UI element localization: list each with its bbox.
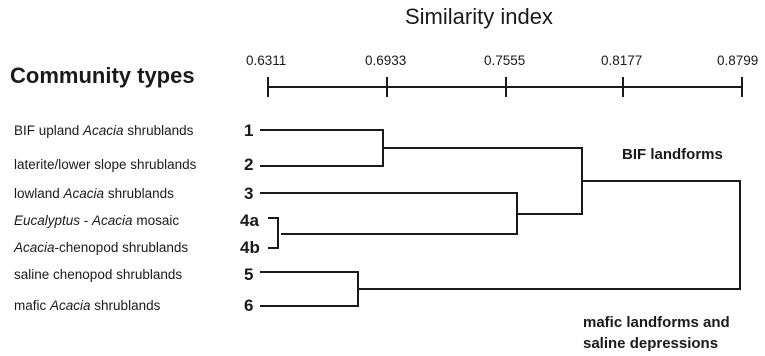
community-label-3: lowland Acacia shrublands [14, 186, 174, 201]
scale-tick-label: 0.6311 [246, 53, 287, 68]
branch-join-3-4 [260, 192, 518, 235]
label-segment: laterite/lower slope shrublands [14, 157, 197, 172]
label-segment: Eucalyptus [14, 213, 81, 228]
dendrogram-branches [260, 129, 741, 307]
community-label-4b: Acacia-chenopod shrublands [14, 240, 188, 255]
axis-title: Similarity index [405, 4, 553, 29]
branch-join-1-2 [260, 129, 384, 167]
label-segment: Acacia [92, 213, 133, 228]
scale-tick-label: 0.6933 [365, 53, 407, 68]
branch-join-4a-4b [268, 217, 279, 249]
label-segment: shrublands [90, 298, 161, 313]
branch-join-5-6 [260, 271, 359, 307]
group-label-line: BIF landforms [622, 146, 723, 163]
scale-tick-label: 0.7555 [484, 53, 526, 68]
group-label-line: mafic landforms and [583, 314, 730, 331]
label-segment: lowland [14, 186, 64, 201]
branch-join-root [358, 180, 741, 290]
community-label-2: laterite/lower slope shrublands [14, 157, 196, 172]
community-number-6: 6 [244, 296, 254, 315]
label-segment: shrublands [104, 186, 174, 201]
label-segment: BIF upland [14, 123, 84, 138]
label-segment: mosaic [132, 213, 180, 228]
branch-join-bif-cluster [383, 147, 583, 215]
label-segment: Acacia [50, 298, 91, 313]
label-segment: saline chenopod shrublands [14, 267, 183, 282]
community-types-heading: Community types [10, 63, 195, 88]
community-number-3: 3 [244, 184, 254, 203]
label-segment: -chenopod shrublands [54, 240, 189, 255]
scale-tick-label: 0.8799 [717, 53, 759, 68]
community-label-5: saline chenopod shrublands [14, 267, 182, 282]
label-segment: - [80, 213, 93, 228]
similarity-scale-axis [267, 77, 743, 97]
community-number-1: 1 [244, 121, 254, 140]
group-label-line: saline depressions [583, 335, 719, 352]
scale-tick-label: 0.8177 [601, 53, 643, 68]
community-number-4b: 4b [240, 238, 260, 257]
community-label-1: BIF upland Acacia shrublands [14, 123, 193, 138]
group-label-bif-landforms: BIF landforms [622, 144, 723, 165]
label-segment: Acacia [14, 240, 55, 255]
label-segment: Acacia [63, 186, 105, 201]
community-number-2: 2 [244, 155, 254, 174]
label-segment: Acacia [83, 123, 124, 138]
community-label-6: mafic Acacia shrublands [14, 298, 160, 313]
group-label-mafic-landforms: mafic landforms and saline depressions [583, 312, 730, 354]
community-number-4a: 4a [240, 211, 259, 230]
community-number-5: 5 [244, 265, 254, 284]
label-segment: mafic [14, 298, 51, 313]
community-label-4a: Eucalyptus - Acacia mosaic [14, 213, 179, 228]
label-segment: shrublands [123, 123, 194, 138]
